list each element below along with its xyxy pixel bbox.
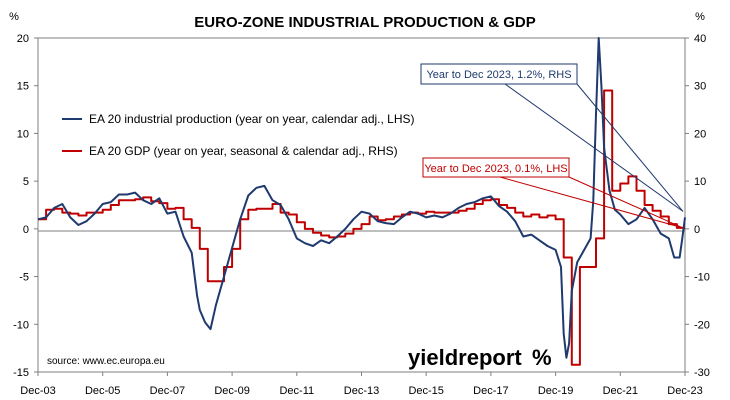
right-axis-tick-label: -10 bbox=[694, 272, 710, 284]
right-axis-tick-label: 20 bbox=[694, 128, 706, 140]
x-axis: Dec-03 Dec-05 Dec-07 Dec-09 Dec-11 Dec-13 Dec-… bbox=[20, 372, 703, 397]
logo-mark: % bbox=[532, 345, 552, 370]
right-axis-tick-label: -30 bbox=[694, 367, 710, 379]
left-axis-tick-label: 0 bbox=[23, 224, 29, 236]
left-axis-tick-label: -10 bbox=[13, 319, 29, 331]
x-axis-tick-label: Dec-17 bbox=[473, 385, 508, 397]
right-axis-tick-label: 10 bbox=[694, 176, 706, 188]
right-axis-tick-label: -20 bbox=[694, 319, 710, 331]
chart-title: EURO-ZONE INDUSTRIAL PRODUCTION & GDP bbox=[194, 14, 535, 31]
source-note: source: www.ec.europa.eu bbox=[47, 356, 165, 367]
annotation-gdp-box bbox=[422, 157, 570, 178]
annotation-ip-text: Year to Dec 2023, 1.2%, RHS bbox=[426, 69, 571, 81]
x-axis-tick-label: Dec-09 bbox=[214, 385, 249, 397]
logo-prefix: yield bbox=[408, 345, 458, 370]
legend: EA 20 industrial production (year on yea… bbox=[62, 112, 415, 158]
left-axis: 20 15 10 5 0 -5 -10 -15 bbox=[13, 33, 38, 379]
x-axis-tick-label: Dec-23 bbox=[667, 385, 702, 397]
legend-label-gdp: EA 20 GDP (year on year, seasonal & cale… bbox=[89, 144, 398, 158]
left-axis-tick-label: -15 bbox=[13, 367, 29, 379]
left-axis-unit-label: % bbox=[9, 11, 19, 23]
right-axis-tick-label: 0 bbox=[694, 224, 700, 236]
right-axis-tick-label: 40 bbox=[694, 33, 706, 45]
series-layer bbox=[37, 37, 686, 366]
annotation-gdp: Year to Dec 2023, 0.1%, LHS bbox=[422, 157, 684, 229]
annotation-gdp-text: Year to Dec 2023, 0.1%, LHS bbox=[424, 163, 567, 175]
right-axis-unit-label: % bbox=[695, 11, 705, 23]
series-line-industrial-production bbox=[37, 37, 686, 359]
left-axis-tick-label: 10 bbox=[17, 128, 29, 140]
logo-text: yieldreport bbox=[408, 345, 522, 370]
legend-label-industrial-production: EA 20 industrial production (year on yea… bbox=[89, 112, 415, 126]
series-line-gdp bbox=[38, 89, 685, 366]
plot-frame bbox=[37, 37, 686, 373]
x-axis-tick-label: Dec-21 bbox=[603, 385, 638, 397]
left-axis-tick-label: 20 bbox=[17, 33, 29, 45]
annotation-ip-leader bbox=[504, 83, 684, 212]
x-axis-tick-label: Dec-15 bbox=[408, 385, 443, 397]
annotation-gdp-leader-2 bbox=[568, 176, 684, 229]
annotation-gdp-leader bbox=[499, 176, 684, 229]
right-axis: 40 30 20 10 0 -10 -20 -30 bbox=[685, 33, 710, 379]
annotation-ip-box bbox=[420, 63, 578, 85]
x-axis-tick-label: Dec-07 bbox=[150, 385, 185, 397]
annotation-ip-leader-2 bbox=[576, 83, 684, 212]
annotation-ip: Year to Dec 2023, 1.2%, RHS bbox=[420, 63, 684, 212]
x-axis-tick-label: Dec-11 bbox=[279, 385, 314, 397]
x-axis-tick-label: Dec-19 bbox=[538, 385, 573, 397]
logo-suffix: report bbox=[458, 345, 522, 370]
left-axis-tick-label: 15 bbox=[17, 81, 29, 93]
logo: yieldreport % bbox=[408, 345, 552, 370]
left-axis-tick-label: -5 bbox=[19, 272, 29, 284]
x-axis-tick-label: Dec-13 bbox=[344, 385, 379, 397]
x-axis-tick-label: Dec-05 bbox=[85, 385, 120, 397]
left-axis-tick-label: 5 bbox=[23, 176, 29, 188]
x-axis-tick-label: Dec-03 bbox=[20, 385, 55, 397]
right-axis-tick-label: 30 bbox=[694, 81, 706, 93]
